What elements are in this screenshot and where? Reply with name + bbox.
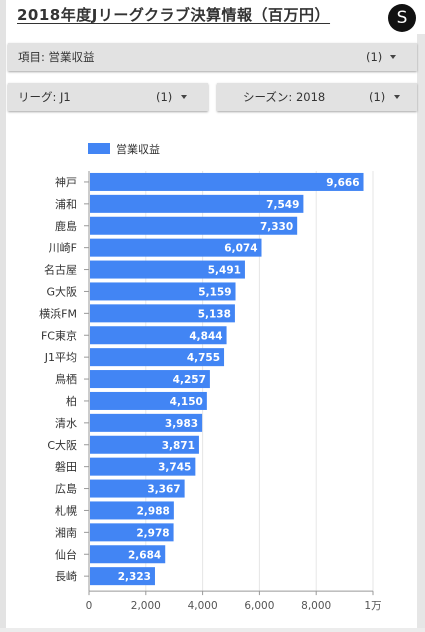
category-label: 清水	[55, 417, 77, 430]
bar-chart: 営業収益 神戸 9,666 浦和 7,549 鹿島 7,330 川崎F 6,074 名古屋 5,4…	[39, 142, 381, 612]
bar-value-label: 4,257	[173, 374, 206, 386]
bar-value-label: 3,367	[147, 484, 180, 496]
bar-value-label: 7,330	[260, 221, 293, 233]
bar-value-label: 5,138	[198, 308, 231, 320]
season-filter-count: (1)	[369, 90, 386, 104]
chart-panel: 営業収益 神戸 9,666 浦和 7,549 鹿島 7,330 川崎F 6,074 名古屋 5,4…	[6, 118, 417, 628]
dropdown-arrow-icon[interactable]	[394, 95, 400, 99]
item-filter-count: (1)	[366, 50, 383, 64]
bar[interactable]	[90, 304, 235, 323]
category-label: J1平均	[44, 351, 77, 364]
category-label: 名古屋	[44, 263, 77, 277]
legend-label: 営業収益	[116, 142, 160, 156]
category-label: 仙台	[55, 547, 77, 561]
bar[interactable]	[90, 523, 174, 542]
bar-value-label: 2,323	[118, 571, 151, 583]
season-filter-label: シーズン: 2018	[243, 90, 326, 104]
bar-value-label: 3,871	[162, 440, 195, 452]
bar-value-label: 2,988	[137, 505, 170, 517]
bar[interactable]	[90, 567, 155, 586]
league-filter-label: リーグ: J1	[18, 90, 71, 104]
bar-value-label: 5,491	[208, 265, 241, 277]
bar-value-label: 5,159	[198, 286, 231, 298]
bar[interactable]	[90, 238, 262, 257]
category-label: 横浜FM	[39, 306, 77, 320]
bar[interactable]	[90, 326, 227, 345]
item-filter-label: 項目: 営業収益	[18, 50, 95, 64]
category-label: FC東京	[41, 328, 77, 342]
left-edge	[0, 0, 6, 628]
bar-value-label: 6,074	[224, 243, 257, 255]
x-tick-label: 1万	[364, 600, 381, 612]
bar[interactable]	[90, 545, 166, 564]
bar[interactable]	[90, 391, 207, 410]
bar-value-label: 4,844	[189, 330, 222, 342]
item-filter-control[interactable]: 項目: 営業収益 (1)	[8, 43, 417, 71]
category-label: 川崎F	[49, 241, 77, 255]
category-label: 広島	[55, 482, 77, 496]
bar[interactable]	[90, 282, 236, 301]
x-tick-label: 6,000	[244, 600, 274, 612]
bar[interactable]	[90, 216, 298, 235]
bar-value-label: 2,978	[136, 527, 169, 539]
x-tick-label: 4,000	[188, 600, 218, 612]
bar-value-label: 3,983	[165, 418, 198, 430]
x-tick-label: 0	[86, 600, 93, 612]
bar[interactable]	[90, 260, 245, 279]
bar[interactable]	[90, 457, 196, 476]
dropdown-arrow-icon[interactable]	[390, 55, 396, 59]
bar-value-label: 4,755	[187, 352, 220, 364]
league-filter-control[interactable]: リーグ: J1 (1)	[8, 83, 208, 111]
category-label: 柏	[66, 394, 77, 408]
bar-value-label: 2,684	[128, 549, 161, 561]
bar[interactable]	[90, 348, 225, 367]
season-filter-control[interactable]: シーズン: 2018 (1)	[217, 83, 417, 111]
league-filter-count: (1)	[156, 90, 173, 104]
x-tick-label: 8,000	[301, 600, 331, 612]
bar[interactable]	[90, 435, 199, 454]
legend-swatch	[88, 143, 110, 154]
scrollbar-track[interactable]	[417, 34, 425, 628]
bar-value-label: 4,150	[170, 396, 203, 408]
category-label: 浦和	[55, 198, 77, 211]
bar[interactable]	[90, 501, 174, 520]
bar[interactable]	[90, 172, 364, 191]
bar-value-label: 3,745	[158, 462, 191, 474]
bar-value-label: 7,549	[266, 199, 299, 211]
bar[interactable]	[90, 194, 304, 213]
bar[interactable]	[90, 479, 185, 498]
category-label: 長崎	[55, 569, 77, 583]
bar[interactable]	[90, 413, 203, 432]
category-label: 神戸	[55, 175, 77, 189]
category-label: C大阪	[47, 438, 77, 452]
dropdown-arrow-icon[interactable]	[181, 95, 187, 99]
category-label: 鹿島	[55, 219, 77, 233]
category-label: 鳥栖	[55, 372, 77, 386]
bar[interactable]	[90, 370, 210, 389]
category-label: G大阪	[46, 284, 77, 298]
logo-icon: S	[388, 4, 416, 32]
category-label: 湘南	[55, 525, 77, 539]
category-label: 磐田	[55, 460, 77, 474]
page-title: 2018年度Jリーグクラブ決算情報（百万円）	[17, 6, 331, 24]
category-label: 札幌	[55, 503, 77, 517]
bar-value-label: 9,666	[326, 177, 359, 189]
x-tick-label: 2,000	[131, 600, 161, 612]
